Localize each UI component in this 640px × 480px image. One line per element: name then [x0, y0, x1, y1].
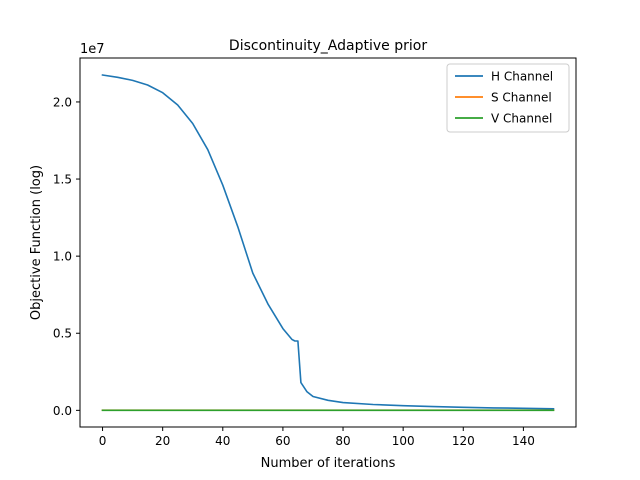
y-axis-label: Objective Function (log)	[29, 165, 44, 320]
x-tick-label: 80	[335, 434, 350, 448]
x-tick-label: 60	[275, 434, 290, 448]
plot-frame	[79, 57, 577, 428]
x-tick-label: 140	[512, 434, 535, 448]
legend-label: S Channel	[491, 91, 552, 105]
y-tick-label: 0.5	[53, 327, 72, 341]
y-scale-label: 1e7	[80, 42, 105, 57]
chart-title: Discontinuity_Adaptive prior	[229, 38, 427, 54]
y-tick-label: 1.0	[53, 250, 72, 264]
legend-box	[446, 63, 570, 133]
legend-label: V Channel	[491, 112, 552, 126]
legend-label: H Channel	[491, 70, 553, 84]
series-layer	[101, 74, 555, 412]
y-tick-label: 1.5	[53, 173, 72, 187]
x-tick-label: 0	[99, 434, 107, 448]
y-tick-label: 2.0	[53, 95, 72, 109]
x-tick-label: 20	[155, 434, 170, 448]
y-axis: 0.0 0.5 1.0 1.5 2.0	[53, 95, 80, 418]
legend: H Channel S Channel V Channel	[446, 63, 570, 133]
x-tick-label: 40	[215, 434, 230, 448]
series-line-1	[101, 74, 555, 410]
x-axis: 0 20 40 60 80 100 120 140	[99, 427, 535, 448]
x-tick-label: 100	[392, 434, 415, 448]
y-tick-label: 0.0	[53, 404, 72, 418]
x-axis-label: Number of iterations	[261, 456, 396, 471]
x-tick-label: 120	[452, 434, 475, 448]
